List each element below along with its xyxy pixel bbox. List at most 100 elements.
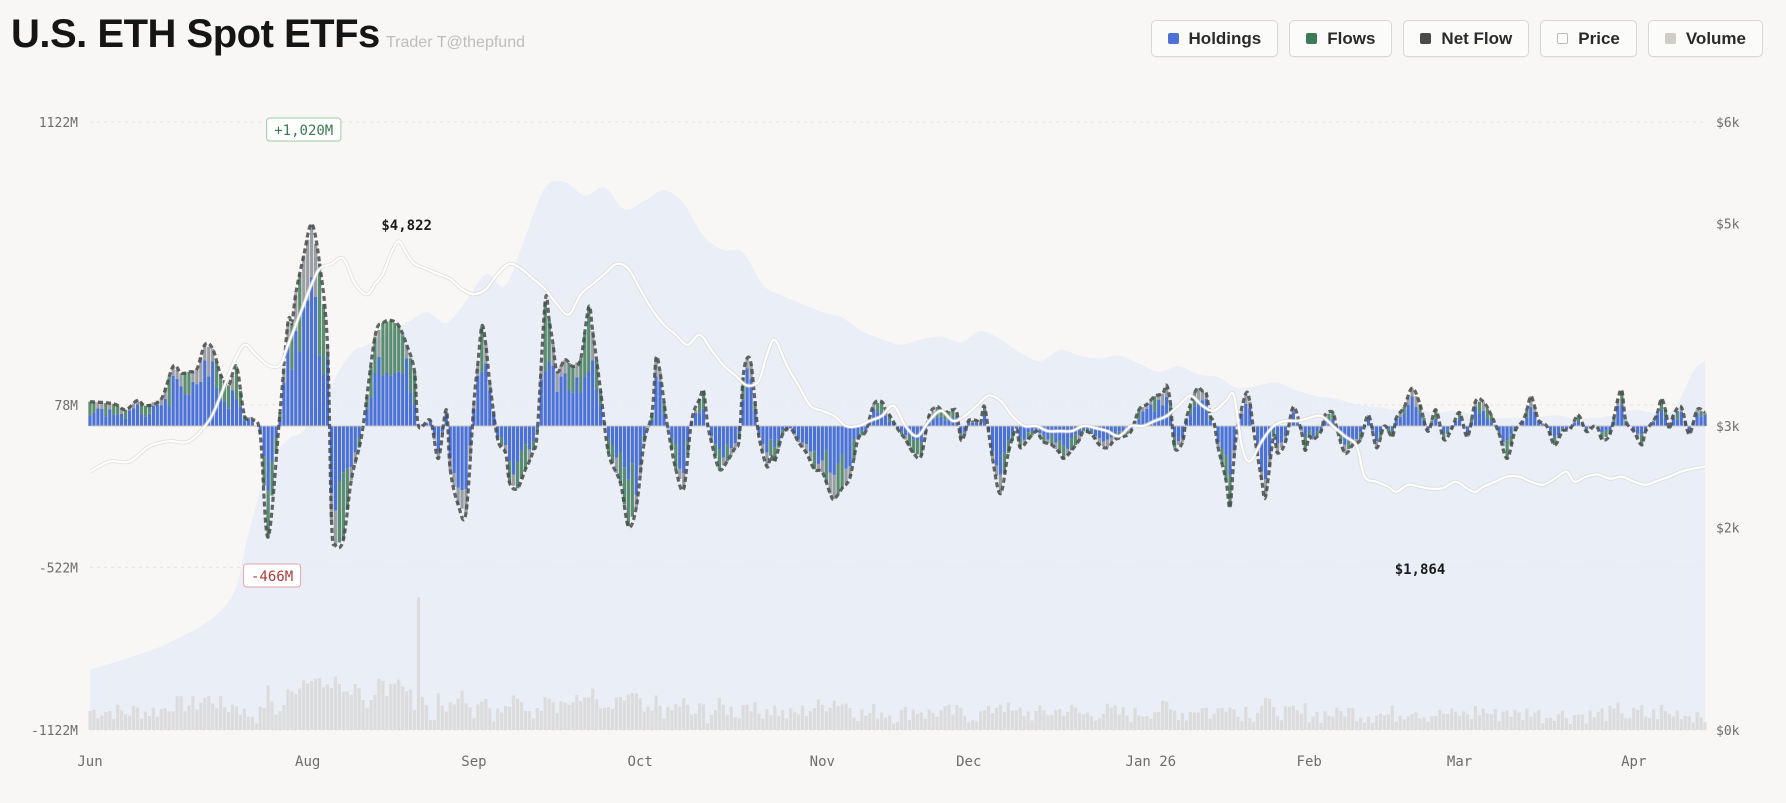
volume-bar [860, 709, 864, 730]
holdings-bar [749, 378, 753, 426]
flows-bar [314, 243, 318, 297]
volume-bar [1339, 711, 1343, 730]
holdings-bar [226, 408, 231, 426]
legend-holdings-button[interactable]: Holdings [1150, 20, 1279, 57]
volume-bar [345, 691, 349, 730]
flows-bar [234, 366, 239, 400]
holdings-swatch-icon [1167, 33, 1179, 44]
holdings-bar [1339, 426, 1343, 433]
volume-bar [832, 700, 836, 730]
holdings-bar [610, 426, 615, 446]
holdings-bar [634, 426, 638, 495]
volume-bar [143, 711, 147, 730]
flows-bar [211, 348, 215, 362]
flows-bar [369, 366, 373, 398]
holdings-bar [1604, 426, 1608, 431]
flows-bar [1481, 401, 1485, 411]
legend-volume-button[interactable]: Volume [1647, 20, 1763, 57]
volume-bar [737, 718, 741, 730]
holdings-bar [112, 414, 116, 426]
flows-bar [112, 403, 116, 415]
holdings-bar [591, 360, 595, 426]
volume-bar [1580, 714, 1584, 730]
volume-bar [1157, 712, 1161, 730]
flows-bar [1129, 430, 1133, 432]
holdings-bar [658, 381, 662, 426]
flows-bar [1465, 433, 1470, 437]
holdings-bar [1430, 422, 1434, 426]
holdings-bar [294, 330, 298, 426]
volume-bar [508, 706, 512, 730]
holdings-bar [963, 426, 967, 433]
flows-bar [203, 344, 207, 361]
volume-bar [745, 704, 749, 730]
holdings-bar [1465, 426, 1470, 434]
flows-bar [310, 224, 314, 278]
holdings-bar [1703, 414, 1707, 426]
volume-bar [690, 714, 694, 730]
volume-bar [1572, 715, 1576, 730]
volume-bar [1062, 715, 1066, 730]
volume-bar [1663, 711, 1667, 730]
flows-bar [836, 463, 840, 494]
volume-bar [1469, 719, 1474, 730]
volume-bar [1022, 716, 1026, 730]
volume-bar [1283, 706, 1287, 730]
holdings-bar [1525, 417, 1529, 426]
volume-bar [1212, 713, 1216, 730]
volume-bar [682, 698, 686, 730]
volume-bar [1030, 720, 1034, 730]
legend-net-flow-button[interactable]: Net Flow [1403, 20, 1530, 57]
holdings-bar [618, 426, 623, 452]
holdings-bar [1663, 417, 1668, 426]
flows-bar [1066, 448, 1070, 455]
volume-bar [337, 684, 341, 730]
flows-bar [650, 412, 654, 421]
volume-bar [1600, 708, 1604, 730]
volume-bar [1481, 708, 1485, 730]
holdings-bar [1121, 426, 1125, 432]
volume-bar [1509, 716, 1513, 730]
holdings-bar [682, 426, 686, 474]
volume-bar [187, 705, 191, 730]
holdings-bar [1054, 426, 1058, 443]
holdings-bar [1624, 423, 1628, 426]
volume-bar [824, 711, 828, 730]
volume-bar [911, 709, 915, 730]
volume-bar [1370, 722, 1375, 730]
flows-bar [915, 439, 919, 455]
holdings-bar [1509, 426, 1513, 435]
holdings-bar [1378, 426, 1383, 433]
flows-bar [171, 366, 175, 376]
holdings-bar [325, 356, 330, 426]
flows-bar [472, 401, 476, 410]
holdings-bar [1584, 426, 1588, 429]
volume-bar [1006, 702, 1010, 730]
volume-bar [1493, 709, 1497, 730]
flows-bar [1137, 409, 1141, 420]
volume-bar [306, 683, 310, 730]
flows-bar [226, 385, 231, 409]
holdings-bar [531, 426, 535, 442]
price-path [89, 240, 1706, 494]
legend-price-button[interactable]: Price [1540, 20, 1637, 57]
flows-bar [1355, 439, 1359, 443]
price-swatch-icon [1557, 33, 1569, 44]
volume-bars [88, 597, 1707, 730]
flows-bar [959, 432, 963, 440]
holdings-bar [199, 382, 203, 426]
volume-bar [1173, 710, 1177, 730]
flows-bar [511, 474, 516, 486]
holdings-bar [1386, 426, 1390, 429]
holdings-bar [385, 372, 389, 426]
volume-bar [785, 718, 789, 730]
volume-bar [694, 713, 698, 730]
holdings-bar [773, 426, 777, 448]
holdings-bar [1101, 426, 1105, 442]
legend-flows-button[interactable]: Flows [1289, 20, 1393, 57]
holdings-bar [979, 424, 983, 426]
flows-bar [381, 323, 385, 377]
volume-bar [591, 688, 595, 730]
flows-bar [325, 344, 330, 357]
holdings-bar [832, 426, 836, 475]
